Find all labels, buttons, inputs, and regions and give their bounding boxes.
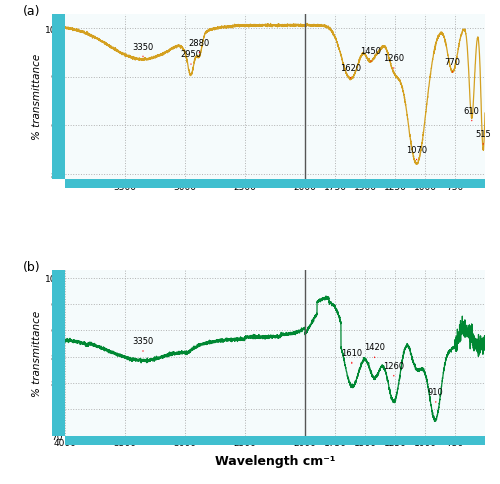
Bar — [52, 271, 65, 436]
Text: 3350: 3350 — [132, 43, 154, 58]
Text: (b): (b) — [23, 260, 40, 273]
Bar — [52, 15, 65, 180]
X-axis label: Wavelength cm⁻¹: Wavelength cm⁻¹ — [215, 454, 335, 467]
Text: 1070: 1070 — [406, 145, 427, 160]
Text: (a): (a) — [23, 5, 40, 17]
Text: 910: 910 — [428, 387, 444, 402]
Text: 770: 770 — [444, 58, 460, 73]
Text: 1420: 1420 — [364, 343, 385, 358]
Text: 1260: 1260 — [383, 361, 404, 376]
Text: 2880: 2880 — [189, 39, 210, 54]
Bar — [65, 436, 485, 445]
Text: 3350: 3350 — [132, 336, 154, 351]
Y-axis label: % transmittance: % transmittance — [32, 310, 42, 396]
Text: 1610: 1610 — [341, 348, 362, 363]
Text: 1260: 1260 — [383, 54, 404, 69]
Text: 1450: 1450 — [360, 47, 382, 62]
Bar — [65, 180, 485, 189]
Text: 515: 515 — [476, 130, 491, 145]
Text: 2950: 2950 — [180, 50, 202, 65]
Y-axis label: % transmittance: % transmittance — [32, 54, 42, 140]
Text: 610: 610 — [464, 106, 479, 121]
Text: 1620: 1620 — [340, 64, 361, 79]
